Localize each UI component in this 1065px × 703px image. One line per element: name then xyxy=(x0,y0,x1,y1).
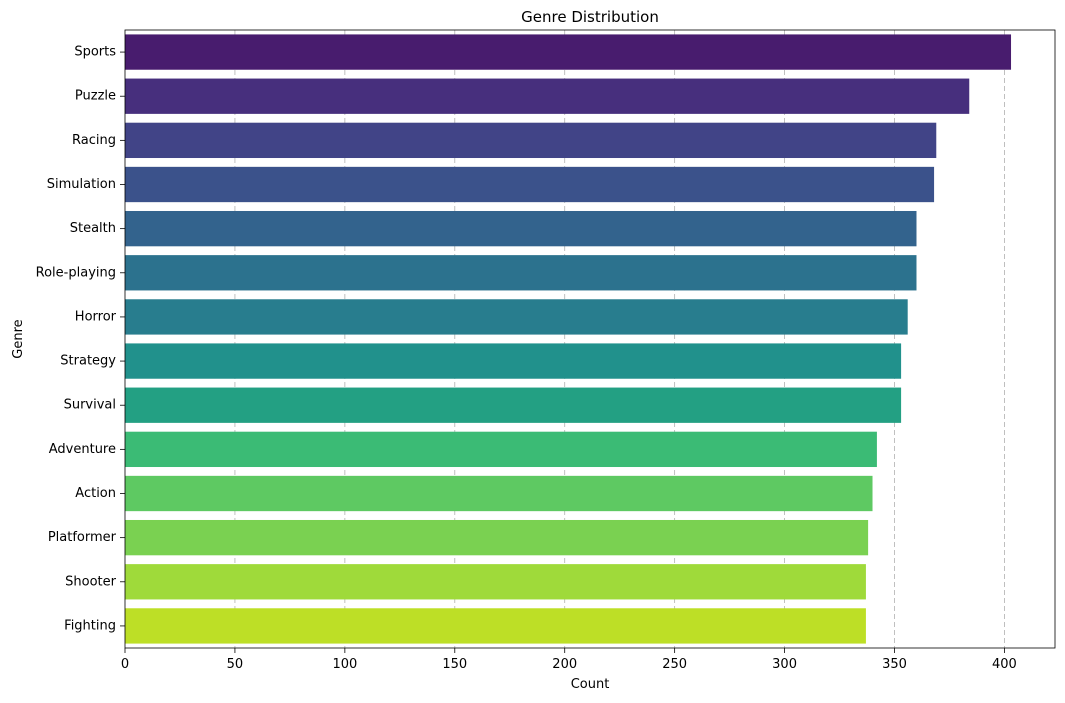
bar-horror xyxy=(125,299,908,335)
x-axis-title: Count xyxy=(571,677,610,692)
y-tick-label-stealth: Stealth xyxy=(70,221,116,236)
x-tick-label-8: 400 xyxy=(992,657,1017,672)
x-tick-label-2: 100 xyxy=(332,657,357,672)
bar-fighting xyxy=(125,608,866,644)
plot-frame xyxy=(124,29,1056,649)
y-tick-label-shooter: Shooter xyxy=(65,574,116,589)
chart-title: Genre Distribution xyxy=(521,8,659,26)
x-tick-label-3: 150 xyxy=(442,657,467,672)
y-axis-title: Genre xyxy=(11,319,26,358)
y-tick-label-racing: Racing xyxy=(72,133,116,148)
y-tick-labels: Sports Puzzle Racing Simulation Stealth Role-… xyxy=(36,45,125,633)
x-tick-label-6: 300 xyxy=(772,657,797,672)
x-tick-label-0: 0 xyxy=(121,657,129,672)
bar-shooter xyxy=(125,564,866,600)
y-tick-label-fighting: Fighting xyxy=(64,618,116,633)
y-tick-label-strategy: Strategy xyxy=(60,354,116,369)
x-tick-label-7: 350 xyxy=(882,657,907,672)
bar-simulation xyxy=(125,166,935,203)
y-tick-label-platformer: Platformer xyxy=(48,530,117,545)
bar-puzzle xyxy=(125,78,970,114)
y-tick-label-horror: Horror xyxy=(75,309,117,324)
y-tick-label-sports: Sports xyxy=(74,45,116,60)
y-tick-label-action: Action xyxy=(75,486,116,501)
x-tick-labels: 0 50 100 150 200 250 300 350 400 xyxy=(121,648,1017,672)
y-tick-label-adventure: Adventure xyxy=(49,442,116,457)
y-tick-label-puzzle: Puzzle xyxy=(75,89,116,104)
bar-strategy xyxy=(125,343,902,379)
bar-adventure xyxy=(125,431,877,468)
bar-role-playing xyxy=(125,255,917,291)
bar-platformer xyxy=(125,519,869,556)
y-tick-label-simulation: Simulation xyxy=(47,177,116,192)
y-tick-label-role-playing: Role-playing xyxy=(36,265,116,280)
bar-action xyxy=(125,475,873,512)
bar-survival xyxy=(125,387,902,423)
bar-sports xyxy=(125,34,1012,70)
x-tick-label-1: 50 xyxy=(227,657,244,672)
bar-stealth xyxy=(125,210,917,247)
x-tick-label-5: 250 xyxy=(662,657,687,672)
x-tick-label-4: 200 xyxy=(552,657,577,672)
bar-racing xyxy=(125,122,937,159)
bars xyxy=(125,34,1012,644)
y-tick-label-survival: Survival xyxy=(64,398,116,413)
